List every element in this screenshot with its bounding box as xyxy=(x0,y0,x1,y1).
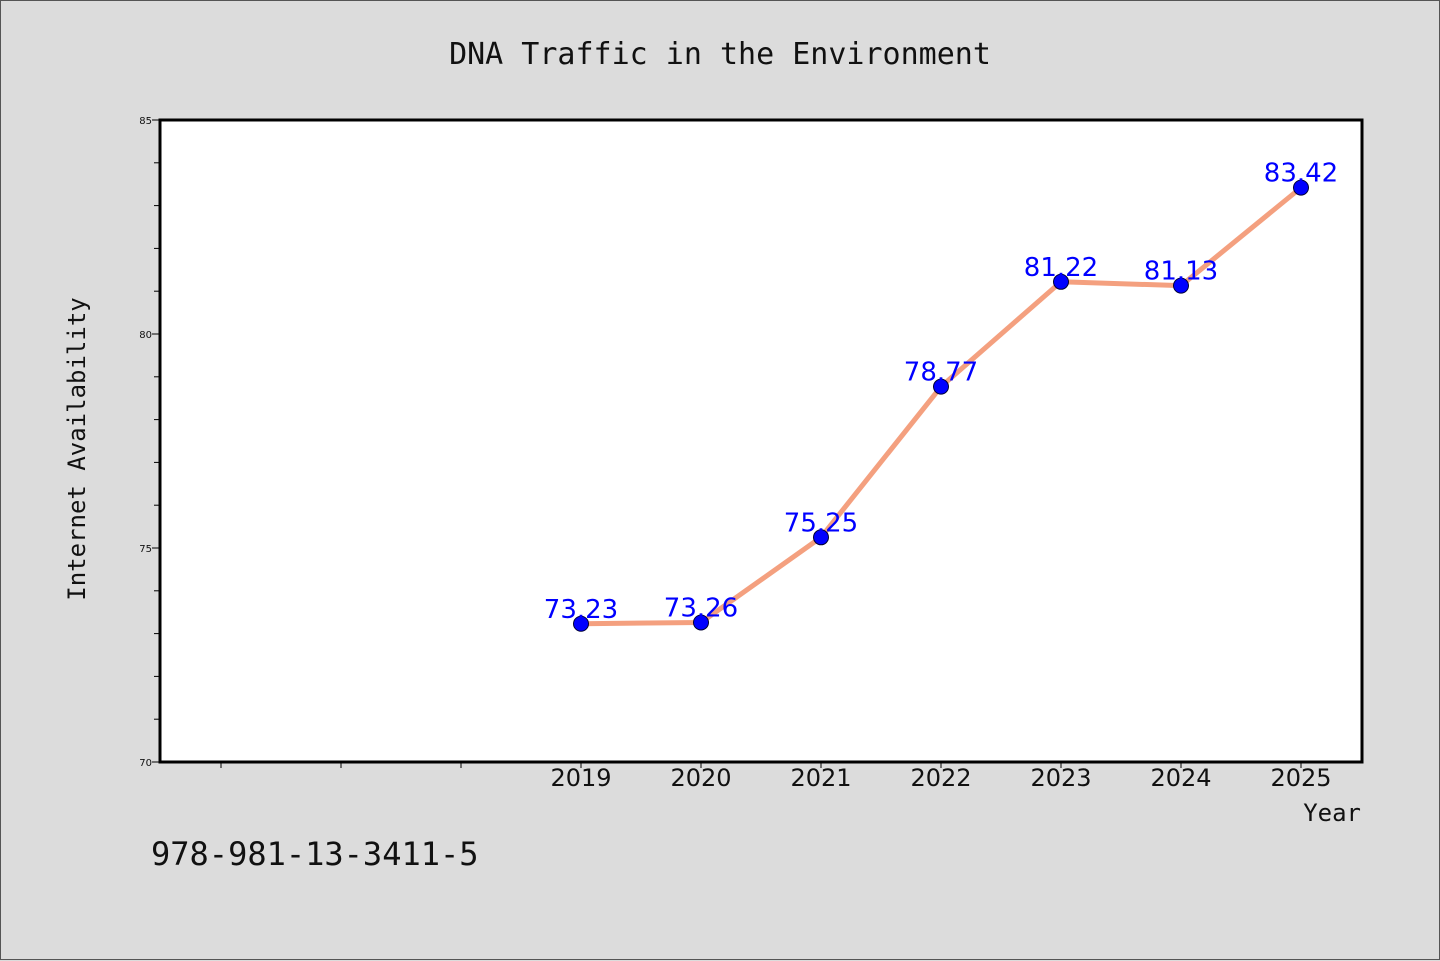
data-label: 73.23 xyxy=(544,595,618,625)
plot-area xyxy=(158,118,1364,764)
x-tick-label: 2022 xyxy=(910,764,971,792)
y-tick-label: 80 xyxy=(139,330,152,341)
chart-title: DNA Traffic in the Environment xyxy=(449,37,991,72)
data-point xyxy=(1053,273,1069,290)
y-tick-label: 70 xyxy=(139,758,152,769)
data-label: 81.13 xyxy=(1144,257,1218,287)
data-point xyxy=(1293,179,1309,196)
data-label: 83.42 xyxy=(1264,159,1338,189)
x-tick-label: 2025 xyxy=(1270,764,1331,792)
data-label: 73.26 xyxy=(664,593,738,623)
data-point xyxy=(933,378,949,395)
y-axis: 70 75 80 85 xyxy=(139,116,160,769)
series-layer: 73.23 73.26 75.25 78.77 81.22 81.13 83.42 xyxy=(544,159,1338,632)
data-point xyxy=(1173,277,1189,294)
data-point xyxy=(573,615,589,632)
x-axis: 2019 2020 2021 2022 2023 2024 2025 xyxy=(220,762,1332,792)
data-label: 78.77 xyxy=(904,358,978,388)
x-tick-label: 2020 xyxy=(670,764,731,792)
y-axis-label: Internet Availability xyxy=(63,297,91,600)
data-label: 81.22 xyxy=(1024,253,1098,283)
y-tick-label: 75 xyxy=(139,544,152,555)
data-label: 75.25 xyxy=(784,508,858,538)
x-axis-label: Year xyxy=(1303,799,1361,827)
x-tick-label: 2021 xyxy=(790,764,851,792)
y-tick-label: 85 xyxy=(139,116,152,127)
x-tick-label: 2023 xyxy=(1030,764,1091,792)
x-tick-label: 2024 xyxy=(1150,764,1211,792)
data-point xyxy=(693,614,709,631)
x-tick-label: 2019 xyxy=(550,764,611,792)
footer-text: 978-981-13-3411-5 xyxy=(151,835,479,873)
data-point xyxy=(813,529,829,546)
